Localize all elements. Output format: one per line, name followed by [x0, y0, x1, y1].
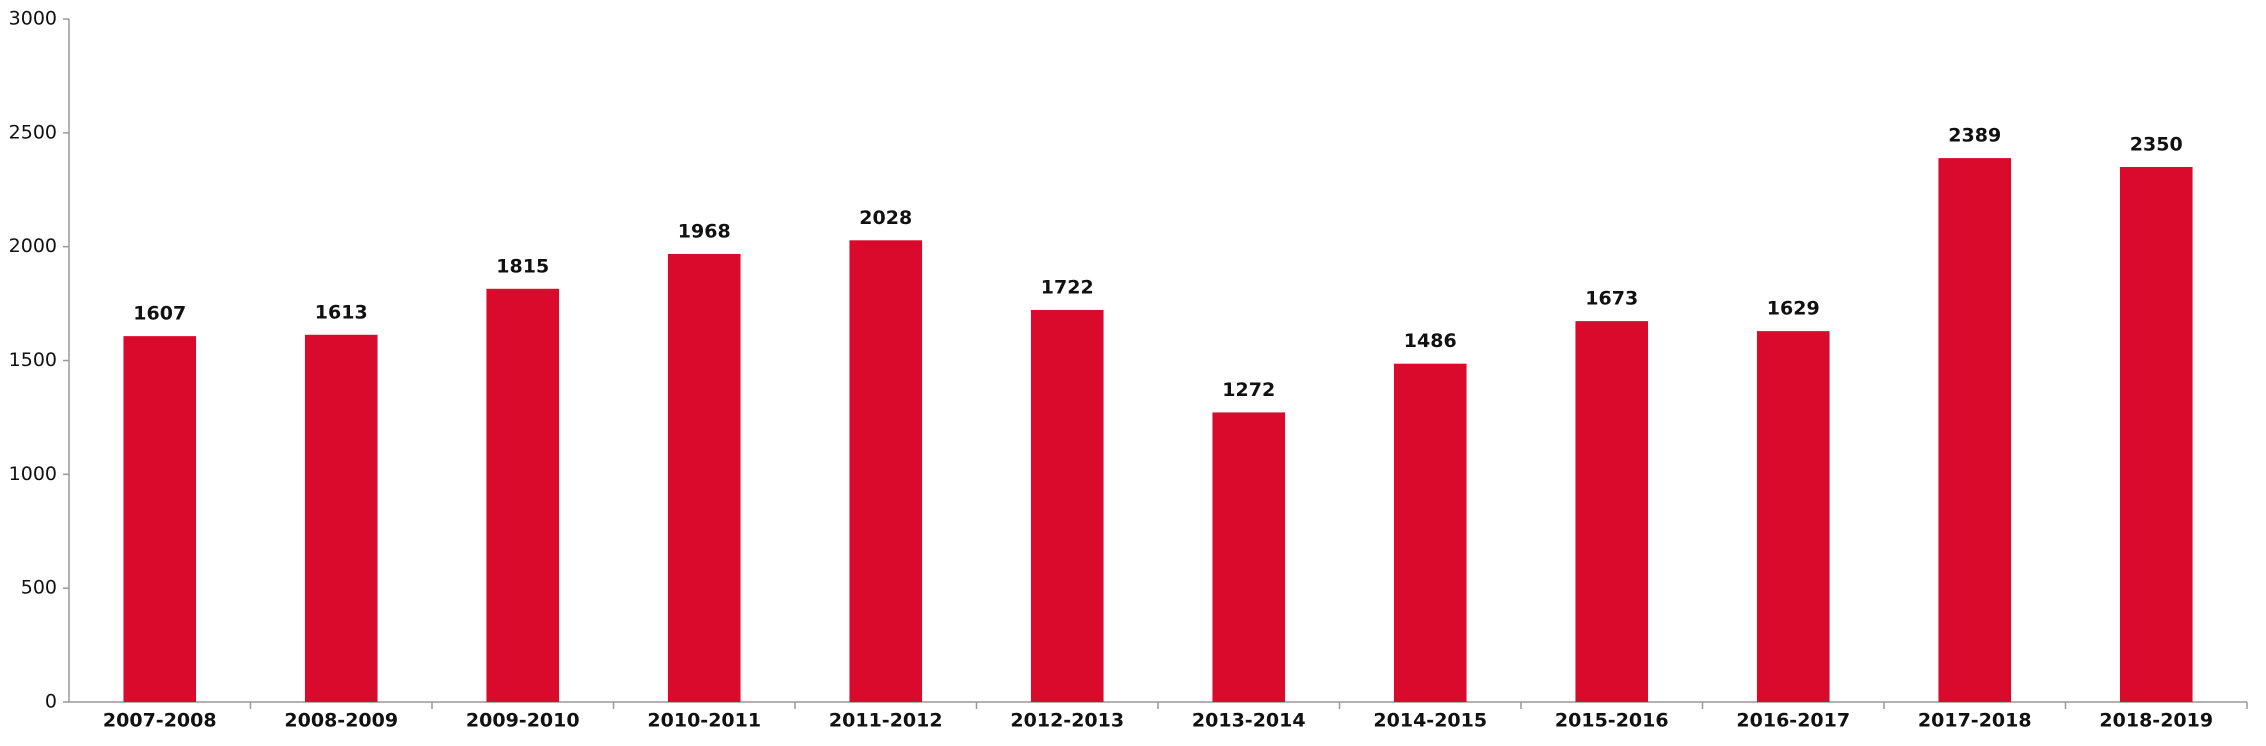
bar — [849, 240, 923, 703]
x-tick-label: 2013-2014 — [1192, 710, 1306, 732]
data-label: 1968 — [678, 220, 731, 242]
x-tick-label: 2007-2008 — [103, 710, 217, 732]
data-label: 2389 — [1948, 125, 2001, 147]
x-tick-label: 2010-2011 — [647, 710, 761, 732]
y-tick-label: 500 — [21, 577, 57, 599]
y-tick-label: 0 — [45, 691, 57, 713]
bar — [667, 253, 741, 702]
x-tick-label: 2012-2013 — [1010, 710, 1124, 732]
x-tick-label: 2018-2019 — [2099, 710, 2213, 732]
y-tick-label: 2000 — [9, 235, 57, 257]
x-tick-label: 2016-2017 — [1736, 710, 1850, 732]
x-tick-label: 2015-2016 — [1555, 710, 1669, 732]
data-label: 2350 — [2130, 133, 2183, 155]
data-label: 2028 — [859, 207, 912, 229]
bar — [1393, 363, 1467, 702]
x-tick-label: 2009-2010 — [466, 710, 580, 732]
bar — [486, 288, 560, 702]
x-tick-label: 2011-2012 — [829, 710, 943, 732]
x-tick-label: 2014-2015 — [1373, 710, 1487, 732]
bar — [123, 336, 197, 702]
bar — [1575, 321, 1649, 702]
data-label: 1486 — [1404, 330, 1457, 352]
data-label: 1607 — [133, 303, 186, 325]
data-label: 1272 — [1222, 379, 1275, 401]
bar — [1938, 158, 2012, 702]
data-label: 1815 — [496, 255, 549, 277]
data-label: 1629 — [1767, 298, 1820, 320]
data-label: 1613 — [315, 301, 368, 323]
y-tick-label: 1500 — [9, 349, 57, 371]
bar — [304, 334, 378, 702]
y-tick-label: 3000 — [9, 8, 57, 30]
y-tick-label: 1000 — [9, 463, 57, 485]
x-tick-label: 2017-2018 — [1918, 710, 2032, 732]
data-label: 1673 — [1585, 288, 1638, 310]
bar — [1212, 412, 1286, 702]
x-tick-label: 2008-2009 — [284, 710, 398, 732]
bar — [1030, 309, 1104, 702]
bar — [1756, 331, 1830, 702]
data-label: 1722 — [1041, 276, 1094, 298]
y-tick-label: 2500 — [9, 121, 57, 143]
bar — [2119, 166, 2193, 702]
